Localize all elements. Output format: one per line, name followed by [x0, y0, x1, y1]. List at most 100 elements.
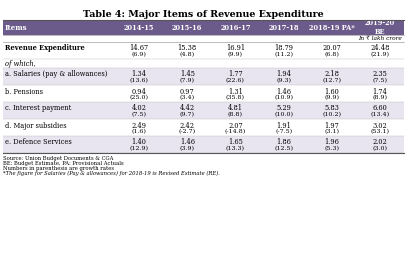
Text: (1.6): (1.6) — [131, 129, 147, 134]
Bar — [3, 68, 404, 85]
Bar — [3, 59, 404, 68]
Text: (53.1): (53.1) — [370, 129, 389, 134]
Text: 15.38: 15.38 — [178, 44, 197, 53]
Text: (5.3): (5.3) — [324, 146, 339, 151]
Text: d. Major subsidies: d. Major subsidies — [5, 121, 67, 129]
Text: 1.46: 1.46 — [276, 88, 291, 95]
Text: 2.35: 2.35 — [372, 70, 387, 79]
Text: (12.9): (12.9) — [129, 146, 149, 151]
Text: of which,: of which, — [5, 61, 36, 68]
Text: (11.2): (11.2) — [274, 52, 293, 57]
Text: 1.97: 1.97 — [324, 121, 339, 129]
Text: (3.4): (3.4) — [179, 95, 195, 100]
Text: Revenue Expenditure: Revenue Expenditure — [5, 44, 85, 53]
Text: (7.5): (7.5) — [131, 112, 147, 117]
Text: Items: Items — [5, 23, 28, 31]
Text: (13.6): (13.6) — [130, 78, 149, 83]
Text: 1.65: 1.65 — [228, 139, 243, 146]
Text: 1.74: 1.74 — [372, 88, 387, 95]
Text: 2016-17: 2016-17 — [220, 23, 251, 31]
Text: 1.46: 1.46 — [180, 139, 195, 146]
Text: (6.9): (6.9) — [131, 52, 147, 57]
Text: 1.86: 1.86 — [276, 139, 291, 146]
Text: 2.18: 2.18 — [324, 70, 339, 79]
Text: 2.49: 2.49 — [131, 121, 147, 129]
Text: 18.79: 18.79 — [274, 44, 293, 53]
Text: (10.0): (10.0) — [274, 112, 293, 117]
Text: 2.07: 2.07 — [228, 121, 243, 129]
Text: (7.9): (7.9) — [180, 78, 195, 83]
Text: (7.5): (7.5) — [372, 78, 387, 83]
Bar — [3, 20, 404, 35]
Text: 14.67: 14.67 — [129, 44, 149, 53]
Text: 4.81: 4.81 — [228, 105, 243, 113]
Text: c. Interest payment: c. Interest payment — [5, 105, 71, 113]
Text: 1.40: 1.40 — [131, 139, 147, 146]
Text: 4.02: 4.02 — [131, 105, 147, 113]
Text: (3.0): (3.0) — [372, 146, 387, 151]
Bar — [3, 85, 404, 102]
Text: (8.9): (8.9) — [372, 95, 387, 100]
Text: 1.31: 1.31 — [228, 88, 243, 95]
Text: 2015-16: 2015-16 — [172, 23, 202, 31]
Text: (9.7): (9.7) — [180, 112, 195, 117]
Text: 3.02: 3.02 — [372, 121, 387, 129]
Text: 1.96: 1.96 — [324, 139, 339, 146]
Text: 2017-18: 2017-18 — [268, 23, 299, 31]
Text: e. Defence Services: e. Defence Services — [5, 139, 72, 146]
Text: (-14.8): (-14.8) — [225, 129, 246, 134]
Text: (3.9): (3.9) — [180, 146, 195, 151]
Text: (9.9): (9.9) — [228, 52, 243, 57]
Text: (22.6): (22.6) — [226, 78, 245, 83]
Text: 1.77: 1.77 — [228, 70, 243, 79]
Text: 2.02: 2.02 — [372, 139, 387, 146]
Text: b. Pensions: b. Pensions — [5, 88, 43, 95]
Text: 2014-15: 2014-15 — [124, 23, 154, 31]
Text: 0.94: 0.94 — [131, 88, 147, 95]
Bar — [3, 42, 404, 59]
Text: *The figure for Salaries (Pay & allowances) for 2018-19 is Revised Estimate (RE): *The figure for Salaries (Pay & allowanc… — [3, 171, 220, 176]
Text: (35.8): (35.8) — [226, 95, 245, 100]
Text: (21.9): (21.9) — [370, 52, 389, 57]
Text: 1.45: 1.45 — [180, 70, 195, 79]
Text: 24.48: 24.48 — [370, 44, 389, 53]
Text: Numbers in parenthesis are growth rates: Numbers in parenthesis are growth rates — [3, 166, 114, 171]
Text: (9.9): (9.9) — [324, 95, 339, 100]
Text: 0.97: 0.97 — [180, 88, 195, 95]
Text: 20.07: 20.07 — [322, 44, 341, 53]
Text: (-7.5): (-7.5) — [275, 129, 292, 134]
Text: (6.8): (6.8) — [324, 52, 339, 57]
Text: 4.42: 4.42 — [179, 105, 195, 113]
Text: a. Salaries (pay & allowances): a. Salaries (pay & allowances) — [5, 70, 107, 79]
Text: (4.8): (4.8) — [179, 52, 195, 57]
Text: BE: Budget Estimate, PA: Provisional Actuals: BE: Budget Estimate, PA: Provisional Act… — [3, 161, 124, 166]
Text: 5.29: 5.29 — [276, 105, 291, 113]
Text: (25.0): (25.0) — [129, 95, 149, 100]
Text: (3.1): (3.1) — [324, 129, 339, 134]
Text: (13.4): (13.4) — [370, 112, 389, 117]
Text: 1.34: 1.34 — [131, 70, 147, 79]
Text: 2018-19 PA*: 2018-19 PA* — [309, 23, 354, 31]
Text: (8.8): (8.8) — [228, 112, 243, 117]
Text: 2019-20
BE: 2019-20 BE — [365, 19, 395, 36]
Text: 5.83: 5.83 — [324, 105, 339, 113]
Text: 16.91: 16.91 — [226, 44, 245, 53]
Text: (10.2): (10.2) — [322, 112, 341, 117]
Bar — [3, 136, 404, 153]
Text: In ₹ lakh crore: In ₹ lakh crore — [358, 36, 402, 41]
Text: 1.60: 1.60 — [324, 88, 339, 95]
Text: (10.9): (10.9) — [274, 95, 293, 100]
Text: (12.5): (12.5) — [274, 146, 293, 151]
Bar — [3, 119, 404, 136]
Text: 1.91: 1.91 — [276, 121, 291, 129]
Bar — [3, 102, 404, 119]
Text: Source: Union Budget Documents & CGA: Source: Union Budget Documents & CGA — [3, 156, 114, 161]
Text: (9.3): (9.3) — [276, 78, 291, 83]
Text: (13.3): (13.3) — [226, 146, 245, 151]
Text: 2.42: 2.42 — [180, 121, 195, 129]
Text: 1.94: 1.94 — [276, 70, 291, 79]
Text: (12.7): (12.7) — [322, 78, 341, 83]
Text: Table 4: Major Items of Revenue Expenditure: Table 4: Major Items of Revenue Expendit… — [83, 10, 324, 19]
Bar — [3, 35, 404, 42]
Text: (-2.7): (-2.7) — [179, 129, 196, 134]
